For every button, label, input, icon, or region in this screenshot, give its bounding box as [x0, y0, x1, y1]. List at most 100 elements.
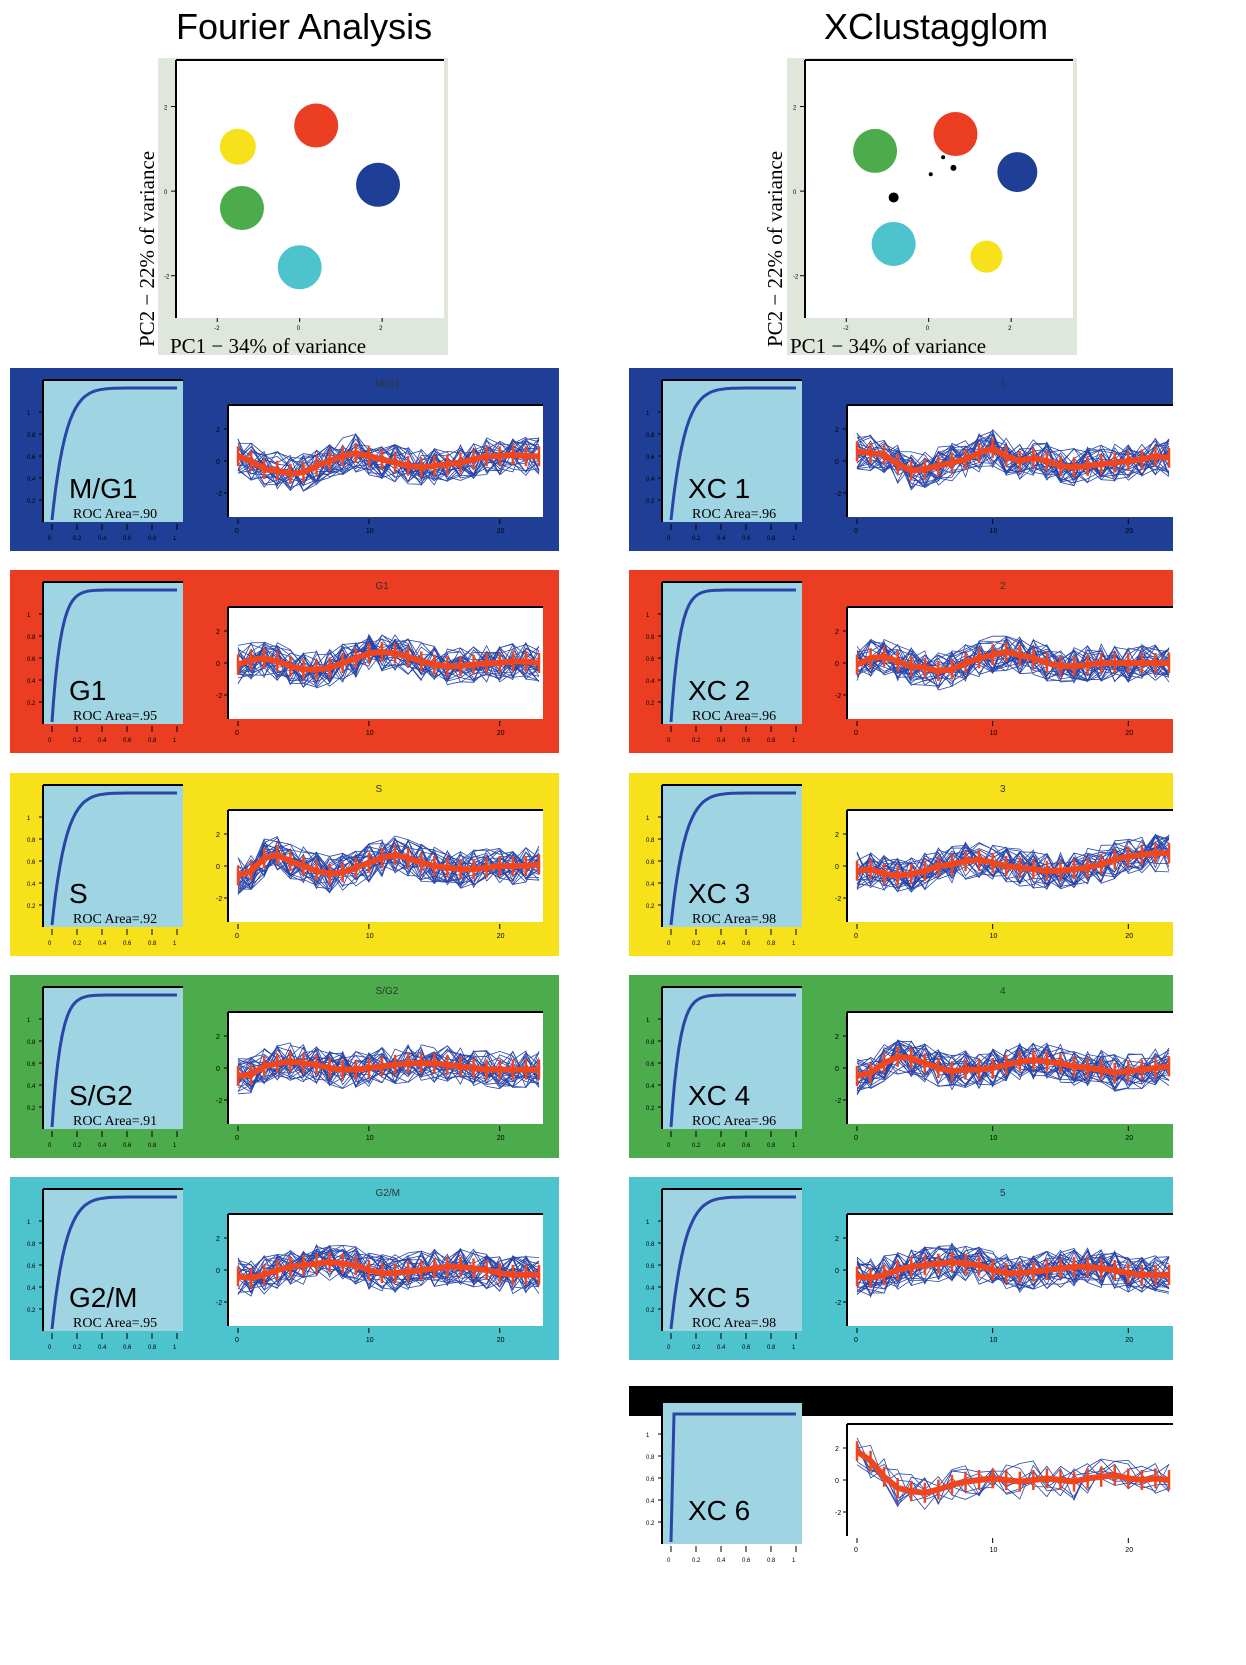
timeseries-xtick-label: 0 [235, 730, 239, 737]
roc-ytick-label: 0.6 [646, 455, 655, 461]
timeseries-ytick-label: 2 [216, 1236, 220, 1243]
cluster-name-label: M/G1 [69, 473, 137, 504]
roc-xtick-label: 0 [48, 1345, 52, 1351]
cluster-name-label: XC 4 [688, 1080, 750, 1111]
roc-xtick-label: 0.8 [148, 1143, 157, 1149]
roc-xtick-label: 1 [173, 536, 177, 542]
roc-ytick-label: 1 [27, 816, 31, 822]
roc-plot-area [662, 582, 802, 724]
timeseries-ytick-label: 0 [835, 459, 839, 466]
roc-xtick-label: 1 [173, 941, 177, 947]
roc-plot-area [43, 380, 183, 522]
roc-curve [50, 791, 177, 926]
gene-trace [856, 1047, 1170, 1090]
roc-plot-area [662, 1189, 802, 1331]
left-title: Fourier Analysis [176, 6, 433, 47]
roc-plot-area [43, 1189, 183, 1331]
roc-ytick-label: 0.6 [27, 1264, 36, 1270]
timeseries-ytick-label: 2 [835, 1236, 839, 1243]
roc-ytick-label: 1 [646, 1220, 650, 1226]
timeseries-ytick-label: 2 [216, 629, 220, 636]
pca-right-ylabel: PC2 − 22% of variance [763, 150, 787, 347]
cluster-name-label: XC 3 [688, 878, 750, 909]
roc-ytick-label: 0.2 [646, 1308, 655, 1314]
timeseries-ytick-label: 0 [835, 661, 839, 668]
pca-xtick-label: 0 [926, 326, 930, 332]
roc-xtick-label: 0.2 [692, 941, 701, 947]
roc-curve [50, 588, 177, 723]
roc-xtick-label: 0.8 [767, 1345, 776, 1351]
roc-plot-area [662, 380, 802, 522]
roc-xtick-label: 1 [173, 1345, 177, 1351]
roc-xtick-label: 0.8 [767, 536, 776, 542]
timeseries-xtick-label: 10 [990, 933, 998, 940]
cluster-point-cyan [277, 245, 322, 290]
mean-profile-line [856, 850, 1169, 879]
pca-ytick-label: 0 [164, 190, 168, 196]
pca-xtick-label: 0 [297, 326, 301, 332]
roc-plot-area [662, 1402, 802, 1544]
timeseries-ytick-label: 0 [216, 459, 220, 466]
roc-ytick-label: 0.2 [27, 499, 36, 505]
roc-xtick-label: 0.4 [98, 536, 107, 542]
roc-xtick-label: 0.6 [123, 941, 132, 947]
roc-ytick-label: 0.2 [27, 701, 36, 707]
roc-curve [669, 1412, 796, 1543]
roc-ytick-label: 0.8 [646, 1040, 655, 1046]
timeseries-xtick-label: 0 [235, 528, 239, 535]
gene-trace [856, 441, 1170, 479]
roc-xtick-label: 0.6 [123, 1345, 132, 1351]
timeseries-xtick-label: 20 [497, 1135, 505, 1142]
timeseries-ytick-label: 0 [216, 1268, 220, 1275]
roc-xtick-label: 0.2 [73, 1143, 82, 1149]
roc-xtick-label: 0 [667, 1143, 671, 1149]
roc-area-label: ROC Area=.96 [692, 1114, 776, 1129]
cluster-name-label: S [69, 878, 88, 909]
cluster-name-label: G2/M [69, 1282, 137, 1313]
mean-profile-line [855, 648, 1169, 674]
roc-ytick-label: 0.2 [646, 701, 655, 707]
roc-xtick-label: 0.6 [742, 1558, 751, 1564]
cluster-point-black [888, 192, 899, 203]
gene-trace [237, 634, 540, 677]
roc-ytick-label: 0.4 [27, 477, 36, 483]
timeseries-ytick-label: 2 [216, 832, 220, 839]
timeseries-title: M/G1 [376, 379, 401, 390]
roc-ytick-label: 0.6 [646, 1477, 655, 1483]
timeseries-xtick-label: 0 [854, 730, 858, 737]
roc-ytick-label: 0.8 [646, 1455, 655, 1461]
roc-ytick-label: 1 [27, 613, 31, 619]
timeseries-xtick-label: 20 [497, 730, 505, 737]
cluster-panel-left-1: 0 0.2 0.2 0.4 0.4 0.6 0.6 0.8 0.8 1 1 M/G1 ROC Area=… [10, 368, 559, 551]
cluster-panel-right-2: 0 0.2 0.2 0.4 0.4 0.6 0.6 0.8 0.8 1 1 XC 2 ROC Area=… [629, 570, 1173, 753]
cluster-point-red [933, 112, 978, 157]
roc-ytick-label: 1 [646, 411, 650, 417]
timeseries-xtick-label: 20 [497, 933, 505, 940]
roc-xtick-label: 0.8 [767, 941, 776, 947]
pca-plot-left: 2 0 -2 -2 0 2 [158, 58, 448, 355]
roc-plot-area [662, 987, 802, 1129]
timeseries-xtick-label: 0 [854, 528, 858, 535]
roc-curve [669, 993, 796, 1128]
roc-xtick-label: 0.4 [98, 1143, 107, 1149]
gene-trace [856, 1247, 1170, 1290]
roc-ytick-label: 1 [646, 1433, 650, 1439]
gene-trace [237, 1248, 540, 1291]
timeseries-xtick-label: 20 [497, 1337, 505, 1344]
cluster-point-black [941, 155, 946, 160]
roc-curve [50, 386, 177, 521]
roc-ytick-label: 0.6 [646, 1264, 655, 1270]
gene-trace [237, 839, 540, 885]
roc-ytick-label: 0.2 [27, 904, 36, 910]
pca-ytick-label: -2 [793, 275, 799, 281]
mean-profile-line [237, 1058, 539, 1079]
roc-ytick-label: 0.4 [646, 1499, 655, 1505]
roc-ytick-label: 0.8 [646, 838, 655, 844]
roc-xtick-label: 1 [173, 1143, 177, 1149]
roc-ytick-label: 1 [27, 411, 31, 417]
gene-trace [856, 1437, 1170, 1500]
roc-xtick-label: 0.4 [717, 1345, 726, 1351]
timeseries-xtick-label: 0 [854, 1547, 858, 1554]
roc-ytick-label: 0.2 [646, 904, 655, 910]
timeseries-xtick-label: 10 [990, 528, 998, 535]
